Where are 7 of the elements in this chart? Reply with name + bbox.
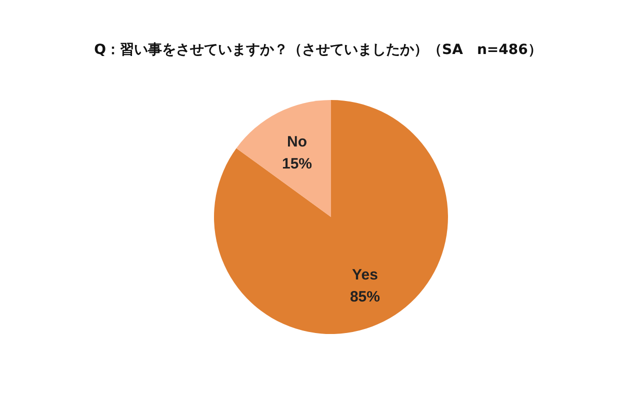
slice-label: No [287,133,308,150]
slice-label: Yes [352,266,378,284]
chart-title: Q：習い事をさせていますか？（させていましたか）（SA n=486） [94,42,542,58]
pie-slice [214,100,448,334]
data-label: 15% [282,155,312,172]
pie-slice [236,100,331,217]
data-label: 85% [350,288,380,306]
